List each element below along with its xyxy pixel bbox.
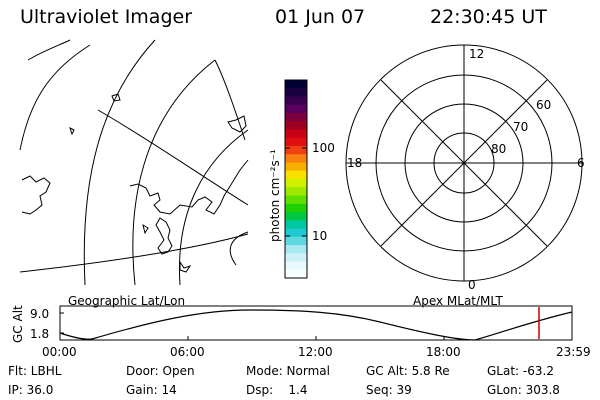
colorbar-segment [285, 104, 307, 114]
mlat-label-70: 70 [513, 120, 529, 134]
colorbar-segment [285, 137, 307, 147]
colorbar-segment [285, 170, 307, 180]
colorbar-segment [285, 212, 307, 221]
geographic-map-label: Geographic Lat/Lon [68, 294, 186, 308]
latitude-circle [229, 231, 249, 266]
info-glon: GLon: 303.8 [487, 383, 560, 397]
coastline [69, 127, 75, 136]
polar-grid [345, 44, 583, 282]
colorbar-tick-10: 10 [312, 229, 328, 243]
colorbar-segment [285, 179, 307, 188]
meridian-line [214, 59, 246, 141]
date-label: 01 Jun 07 [275, 6, 366, 28]
colorbar-segment [285, 269, 307, 279]
altitude-y-tick-max: 9.0 [30, 307, 50, 321]
colorbar-unit-label: photon cm⁻²s⁻¹ [268, 149, 282, 242]
time-tick-1200: 12:00 [298, 345, 333, 359]
colorbar-segment [285, 80, 307, 89]
colorbar [285, 80, 307, 279]
colorbar-segment [285, 253, 307, 263]
colorbar-segment [285, 195, 307, 205]
colorbar-segment [285, 220, 307, 230]
time-tick-0600: 06:00 [170, 345, 205, 359]
coastline [21, 175, 51, 215]
meridian-line [19, 233, 249, 273]
colorbar-frame [284, 79, 308, 279]
colorbar-segment [285, 162, 307, 172]
info-gain: Gain: 14 [126, 383, 177, 397]
instrument-title: Ultraviolet Imager [20, 6, 193, 28]
info-seq: Seq: 39 [366, 383, 412, 397]
colorbar-segment [285, 88, 307, 98]
colorbar-segment [285, 203, 307, 213]
colorbar-segment [285, 245, 307, 254]
coastline [179, 260, 192, 273]
latitude-circle [132, 59, 216, 286]
info-gc-alt: GC Alt: 5.8 Re [366, 364, 450, 378]
colorbar-segment [285, 121, 307, 131]
info-door: Door: Open [126, 364, 195, 378]
latitude-circle [83, 39, 156, 286]
time-tick-1800: 18:00 [426, 345, 461, 359]
mlt-label-0: 0 [468, 278, 476, 292]
info-mode: Mode: Normal [246, 364, 330, 378]
info-flt: Flt: LBHL [8, 364, 62, 378]
latitude-circle [19, 44, 91, 151]
altitude-axis-title: GC Alt [11, 305, 25, 343]
colorbar-segment [285, 129, 307, 139]
coastline [142, 223, 149, 235]
mlt-label-12: 12 [469, 47, 485, 61]
colorbar-segment [285, 236, 307, 246]
colorbar-segment [285, 146, 307, 155]
altitude-y-tick-min: 1.8 [30, 327, 50, 341]
mlat-label-80: 80 [491, 142, 507, 156]
geographic-map [19, 39, 249, 286]
time-label: 22:30:45 UT [430, 6, 547, 28]
colorbar-segment [285, 228, 307, 238]
polar-axis [380, 79, 548, 247]
colorbar-segment [285, 261, 307, 271]
coastline [227, 115, 247, 133]
coastline [129, 159, 249, 215]
latitude-circle [178, 129, 249, 286]
colorbar-tick-100: 100 [312, 141, 335, 155]
apex-map-label: Apex MLat/MLT [413, 294, 503, 308]
time-tick-0000: 00:00 [42, 345, 77, 359]
colorbar-segment [285, 187, 307, 197]
coastline [111, 93, 121, 102]
colorbar-segment [285, 113, 307, 122]
info-dsp: Dsp: 1.4 [246, 383, 308, 397]
mlt-label-18: 18 [347, 156, 363, 170]
mlat-label-60: 60 [536, 98, 552, 112]
colorbar-segment [285, 154, 307, 164]
info-glat: GLat: -63.2 [487, 364, 554, 378]
altitude-curve [59, 309, 573, 341]
meridian-line [97, 109, 249, 206]
latitude-circle [27, 39, 71, 61]
info-ip: IP: 36.0 [8, 383, 54, 397]
time-tick-2359: 23:59 [556, 345, 591, 359]
altitude-strip [59, 305, 573, 341]
colorbar-segment [285, 96, 307, 106]
mlt-label-6: 6 [577, 156, 585, 170]
coastline [155, 217, 173, 255]
